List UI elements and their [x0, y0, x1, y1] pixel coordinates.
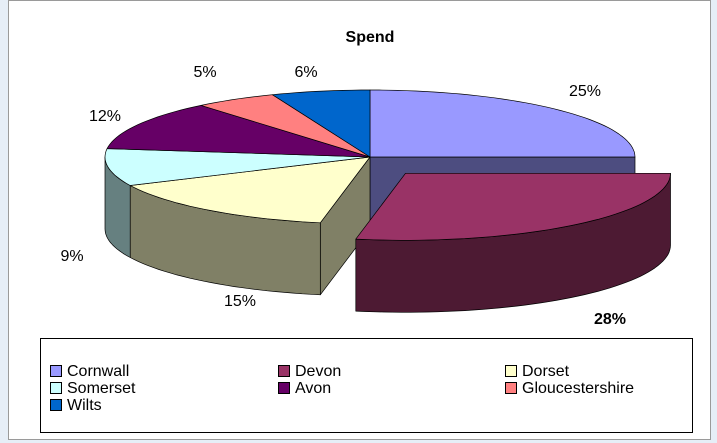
- legend-label: Gloucestershire: [522, 380, 634, 397]
- chart-title: Spend: [346, 29, 395, 46]
- pie-slice: [272, 89, 371, 158]
- legend-label: Cornwall: [67, 363, 129, 380]
- slice-top: [106, 105, 371, 158]
- data-label: 15%: [224, 293, 256, 310]
- legend-swatch: [278, 382, 290, 394]
- slice-top: [272, 89, 371, 158]
- pie-slice: [104, 148, 371, 258]
- legend-swatch: [50, 365, 62, 377]
- legend-label: Devon: [295, 363, 341, 380]
- data-label: 25%: [569, 83, 601, 100]
- legend-label: Dorset: [522, 363, 570, 380]
- data-label: 5%: [193, 64, 216, 81]
- data-label: 12%: [89, 108, 121, 125]
- legend-label: Avon: [295, 380, 331, 397]
- pie-slice: [355, 172, 671, 313]
- slice-top: [369, 89, 636, 158]
- legend-label: Somerset: [67, 380, 136, 397]
- slice-top: [129, 156, 371, 224]
- slice-top: [104, 148, 371, 186]
- data-label: 6%: [294, 64, 317, 81]
- legend-label: Wilts: [67, 397, 102, 414]
- legend-swatch: [278, 365, 290, 377]
- legend-swatch: [50, 399, 62, 411]
- pie-slice: [200, 94, 371, 158]
- legend-swatch: [505, 382, 517, 394]
- slice-top: [200, 94, 371, 158]
- data-label: 9%: [60, 248, 83, 265]
- slice-top: [355, 172, 671, 241]
- legend-swatch: [50, 382, 62, 394]
- data-label: 28%: [594, 311, 626, 328]
- legend-swatch: [505, 365, 517, 377]
- legend: [40, 338, 693, 433]
- pie-slice: [106, 105, 371, 158]
